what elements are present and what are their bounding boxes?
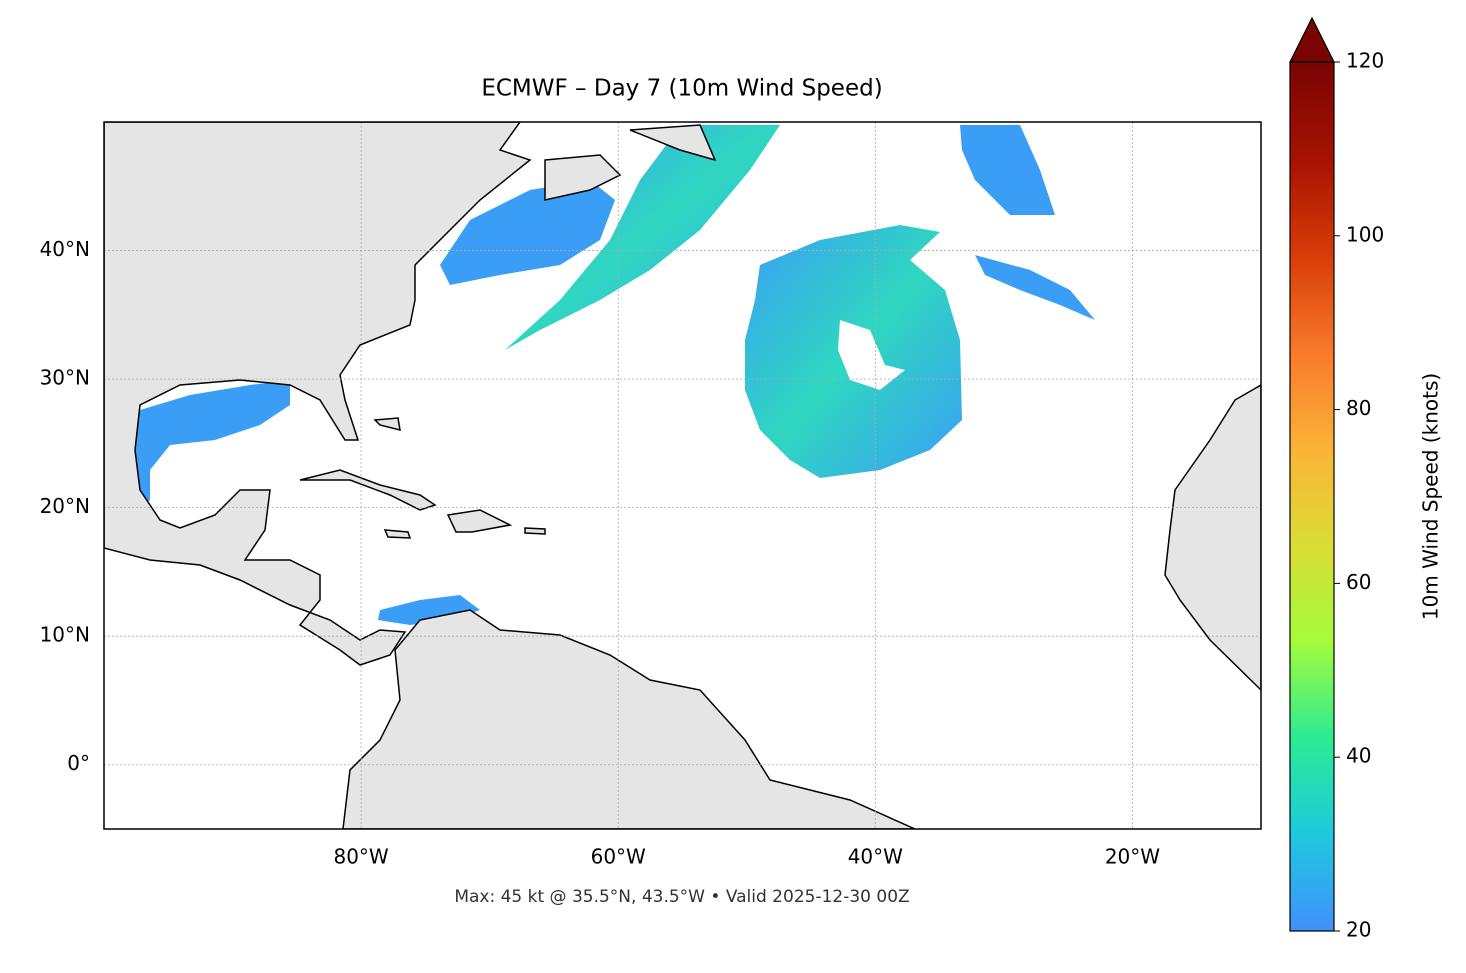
- wind-band: [505, 125, 780, 350]
- puerto-rico: [524, 527, 546, 535]
- x-tick-label: 40°W: [848, 845, 903, 869]
- colorbar: 20 40 60 80 100 120 10m Wind Speed (knots): [1289, 16, 1443, 942]
- wind-gulf: [135, 380, 290, 510]
- y-tick-label: 10°N: [40, 623, 90, 647]
- x-tick-label: 60°W: [591, 845, 646, 869]
- colorbar-extend: [1289, 16, 1335, 63]
- y-tick-label: 20°N: [40, 494, 90, 518]
- y-tick-label: 40°N: [40, 237, 90, 261]
- land: [104, 122, 1261, 829]
- grid: [104, 122, 1261, 829]
- wind-nne: [960, 125, 1055, 215]
- map-area: [104, 122, 1261, 829]
- footnote: Max: 45 kt @ 35.5°N, 43.5°W • Valid 2025…: [454, 887, 909, 907]
- colorbar-tick-label: 100: [1346, 222, 1384, 246]
- north-america: [104, 122, 532, 666]
- colorbar-tick-label: 40: [1346, 744, 1371, 768]
- bahamas: [373, 417, 401, 432]
- hispaniola: [446, 509, 513, 533]
- wind-cyclone: [745, 225, 962, 478]
- colorbar-tick-label: 20: [1346, 918, 1371, 942]
- colorbar-frame: [1289, 61, 1335, 932]
- chart-title: ECMWF – Day 7 (10m Wind Speed): [481, 76, 882, 102]
- nova-scotia: [544, 154, 622, 201]
- y-tick-label: 0°: [67, 751, 90, 775]
- colorbar-tick-label: 60: [1346, 570, 1371, 594]
- axes: 80°W 60°W 40°W 20°W 0° 10°N 20°N 30°N 40°N: [40, 237, 1161, 868]
- africa: [1164, 384, 1261, 692]
- south-america: [342, 609, 916, 829]
- newfoundland: [629, 124, 717, 162]
- colorbar-tick-label: 80: [1346, 396, 1371, 420]
- x-tick-label: 80°W: [333, 845, 388, 869]
- colorbar-fill: [1290, 62, 1334, 931]
- wind-ne: [440, 180, 615, 285]
- jamaica: [383, 529, 412, 539]
- cuba: [299, 469, 437, 511]
- x-tick-label: 20°W: [1105, 845, 1160, 869]
- plot-frame: [103, 121, 1262, 830]
- y-tick-label: 30°N: [40, 366, 90, 390]
- colorbar-label: 10m Wind Speed (knots): [1419, 373, 1443, 620]
- colorbar-tick-label: 120: [1346, 49, 1384, 73]
- wind-east: [975, 255, 1095, 320]
